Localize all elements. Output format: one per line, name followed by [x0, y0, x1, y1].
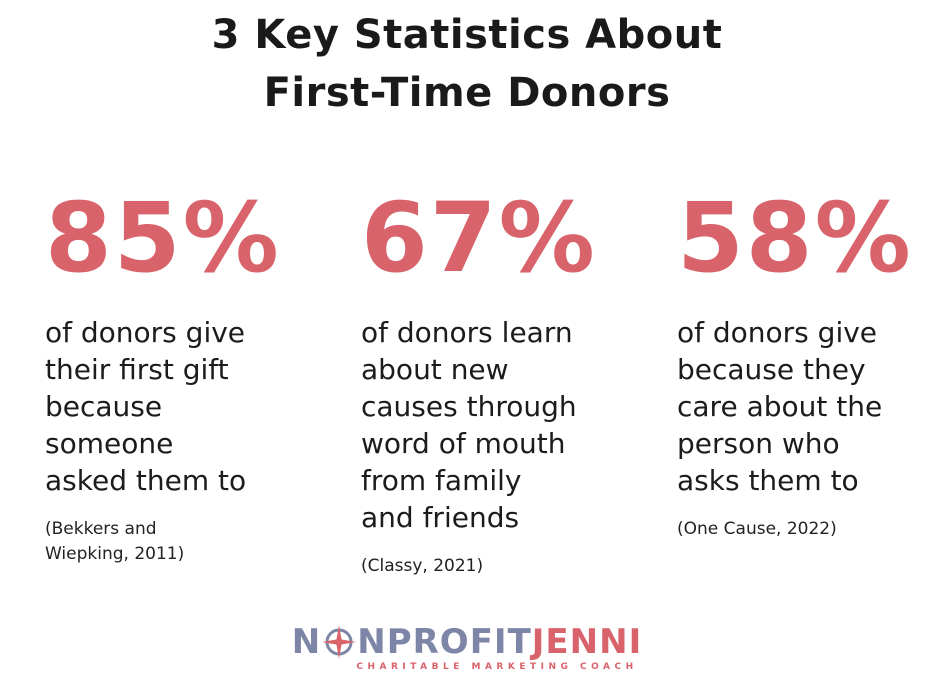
source-line: (Bekkers and [45, 519, 157, 539]
stat-description: of donors give their first gift because som… [45, 314, 335, 499]
description-line: care about the [677, 390, 883, 423]
logo: N NPROFIT JENNI CHARITABLE MARKETING COA… [0, 622, 934, 672]
description-line: of donors give [677, 316, 878, 349]
tagline: CHARITABLE MARKETING COACH [356, 662, 638, 672]
stat-column: 85% of donors give their first gift because… [45, 188, 335, 567]
stat-source: (Bekkers and Wiepking, 2011) [45, 517, 335, 567]
brand-accent: JENNI [531, 622, 643, 662]
compass-icon [322, 625, 357, 659]
description-line: and friends [361, 501, 520, 534]
title-line: First-Time Donors [263, 70, 671, 116]
stat-figure: 58% [677, 182, 913, 294]
title-line: 3 Key Statistics About [211, 12, 723, 58]
source-line: Wiepking, 2011) [45, 544, 185, 564]
brand: N NPROFIT JENNI [292, 622, 642, 662]
description-line: person who [677, 427, 840, 460]
description-line: causes through [361, 390, 577, 423]
stat-source: (Classy, 2021) [361, 554, 651, 579]
stat-source: (One Cause, 2022) [677, 517, 934, 542]
description-line: word of mouth [361, 427, 566, 460]
stat-description: of donors give because they care about the… [677, 314, 934, 499]
source-line: (Classy, 2021) [361, 556, 484, 576]
stat-figure: 85% [45, 182, 281, 294]
description-line: asks them to [677, 464, 859, 497]
brand-text: N [291, 622, 322, 662]
stat-column: 58% of donors give because they care about … [677, 188, 934, 542]
description-line: because [45, 390, 163, 423]
description-line: about new [361, 353, 509, 386]
description-line: because they [677, 353, 866, 386]
description-line: from family [361, 464, 522, 497]
description-line: of donors learn [361, 316, 573, 349]
source-line: (One Cause, 2022) [677, 519, 837, 539]
description-line: their first gift [45, 353, 229, 386]
stat-column: 67% of donors learn about new causes throug… [361, 188, 651, 579]
stat-description: of donors learn about new causes through wo… [361, 314, 651, 536]
description-line: asked them to [45, 464, 247, 497]
description-line: of donors give [45, 316, 246, 349]
stat-figure: 67% [361, 182, 597, 294]
brand-text: NPROFIT [357, 622, 532, 662]
description-line: someone [45, 427, 174, 460]
